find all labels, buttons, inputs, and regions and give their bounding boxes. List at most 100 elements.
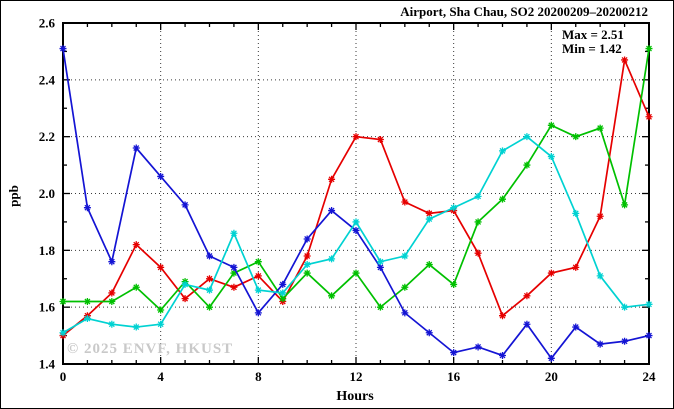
x-tick-label: 12 (350, 369, 363, 384)
marker-green (401, 283, 409, 291)
marker-blue (474, 343, 482, 351)
min-label: Min = 1.42 (562, 41, 622, 56)
marker-blue (108, 258, 116, 266)
marker-cyan (328, 255, 336, 263)
marker-red (547, 269, 555, 277)
marker-green (474, 218, 482, 226)
marker-blue (132, 144, 140, 152)
marker-cyan (108, 320, 116, 328)
marker-blue (572, 323, 580, 331)
marker-blue (230, 263, 238, 271)
marker-red (572, 263, 580, 271)
marker-cyan (59, 329, 67, 337)
marker-red (132, 241, 140, 249)
marker-red (523, 292, 531, 300)
plot-border (62, 22, 650, 365)
marker-blue (59, 45, 67, 53)
marker-green (450, 280, 458, 288)
marker-red (401, 198, 409, 206)
marker-red (230, 283, 238, 291)
stats-annotation: Max = 2.51 Min = 1.42 (562, 28, 624, 56)
x-tick-label: 16 (447, 369, 461, 384)
marker-cyan (132, 323, 140, 331)
y-tick-label: 1.8 (39, 243, 56, 258)
marker-green (157, 306, 165, 314)
max-label: Max = 2.51 (562, 27, 624, 42)
marker-blue (450, 349, 458, 357)
x-tick-label: 24 (643, 369, 657, 384)
marker-red (596, 212, 604, 220)
marker-cyan (474, 192, 482, 200)
marker-red (157, 263, 165, 271)
marker-cyan (450, 204, 458, 212)
marker-cyan (254, 286, 262, 294)
marker-blue (645, 332, 653, 340)
y-axis-label: ppb (6, 185, 21, 207)
marker-cyan (425, 215, 433, 223)
marker-cyan (303, 261, 311, 269)
y-tick-label: 2.0 (39, 186, 55, 201)
marker-green (254, 258, 262, 266)
marker-cyan (157, 320, 165, 328)
y-tick-label: 1.6 (39, 300, 56, 315)
marker-red (376, 136, 384, 144)
y-tick-label: 1.4 (39, 357, 56, 372)
marker-red (499, 312, 506, 320)
marker-blue (157, 172, 165, 180)
marker-blue (425, 329, 433, 337)
marker-green (303, 269, 311, 277)
marker-blue (621, 337, 629, 345)
x-axis-label: Hours (336, 389, 374, 404)
marker-blue (328, 207, 336, 215)
marker-blue (523, 320, 531, 328)
marker-red (352, 133, 360, 141)
marker-red (254, 272, 262, 280)
marker-cyan (523, 133, 531, 141)
marker-blue (279, 280, 287, 288)
marker-green (523, 161, 531, 169)
marker-green (645, 45, 653, 53)
marker-green (328, 292, 336, 300)
marker-green (206, 303, 213, 311)
marker-blue (499, 351, 506, 359)
marker-green (425, 261, 433, 269)
marker-green (108, 297, 116, 305)
marker-red (206, 275, 213, 283)
marker-red (621, 56, 629, 64)
marker-green (230, 269, 238, 277)
x-tick-label: 8 (255, 369, 262, 384)
marker-cyan (621, 303, 629, 311)
marker-red (425, 209, 433, 217)
marker-green (621, 201, 629, 209)
marker-blue (401, 309, 409, 317)
marker-cyan (376, 258, 384, 266)
marker-cyan (206, 286, 213, 294)
series-line-red (62, 56, 650, 337)
x-tick-label: 0 (60, 369, 67, 384)
marker-cyan (547, 153, 555, 161)
marker-blue (376, 263, 384, 271)
marker-cyan (572, 209, 580, 217)
marker-cyan (230, 229, 238, 237)
marker-blue (303, 235, 311, 243)
x-tick-label: 4 (157, 369, 164, 384)
marker-cyan (279, 289, 287, 297)
marker-blue (206, 252, 213, 260)
marker-blue (254, 309, 262, 317)
marker-green (596, 124, 604, 132)
marker-green (352, 269, 360, 277)
marker-green (499, 195, 506, 203)
marker-cyan (352, 218, 360, 226)
marker-cyan (181, 280, 189, 288)
y-tick-label: 2.2 (39, 129, 55, 144)
marker-cyan (499, 147, 506, 155)
marker-green (83, 297, 91, 305)
marker-green (376, 303, 384, 311)
marker-blue (352, 226, 360, 234)
marker-green (279, 295, 287, 303)
marker-red (108, 289, 116, 297)
marker-red (474, 249, 482, 257)
y-tick-label: 2.4 (39, 72, 56, 87)
marker-green (59, 297, 67, 305)
